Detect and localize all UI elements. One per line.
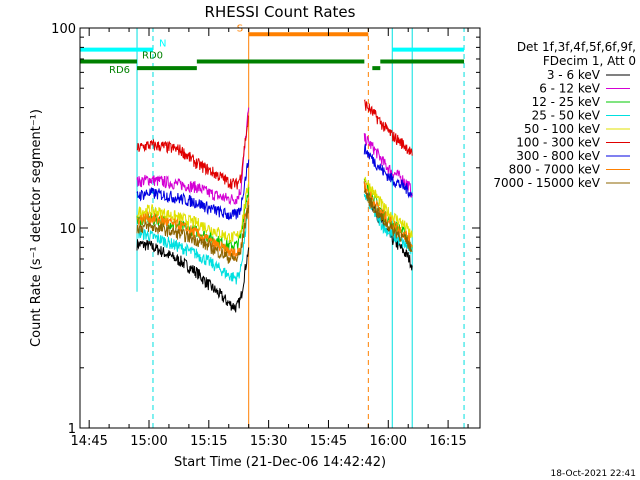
legend-label-7000-15000-kev: 7000 - 15000 keV xyxy=(493,176,600,190)
status-bar-label-rd6: RD6 xyxy=(109,65,130,76)
x-axis-label: Start Time (21-Dec-06 14:42:42) xyxy=(174,455,386,470)
series-line-300-800-kev xyxy=(136,143,413,221)
axes: 14:45 15:00 15:15 15:30 15:45 16:00 16:15 1 10 10… xyxy=(51,22,480,449)
series-line-50-100-kev xyxy=(136,176,413,244)
legend-label-6-12-kev: 6 - 12 keV xyxy=(539,82,601,96)
status-bar-label-n: N xyxy=(159,39,166,50)
x-tick-label: 16:00 xyxy=(370,434,407,449)
legend-title-line-2: FDecim 1, Att 0 xyxy=(543,54,636,68)
legend-label-25-50-kev: 25 - 50 keV xyxy=(532,109,601,123)
legend-title-line-1: Det 1f,3f,4f,5f,6f,9f, xyxy=(517,40,636,54)
series-line-7000-15000-kev xyxy=(136,188,413,264)
legend-label-3-6-kev: 3 - 6 keV xyxy=(547,68,601,82)
x-tick-label: 15:45 xyxy=(310,434,347,449)
x-tick-label: 16:15 xyxy=(429,434,466,449)
plot-area: N S RD0 RD6 xyxy=(79,23,465,428)
x-tick-label: 15:00 xyxy=(130,434,167,449)
y-tick-label: 1 xyxy=(68,422,76,437)
legend-label-800-7000-kev: 800 - 7000 keV xyxy=(509,163,601,177)
status-bar-label-s: S xyxy=(237,23,243,34)
legend-label-100-300-kev: 100 - 300 keV xyxy=(516,136,600,150)
status-bar-label-rd0: RD0 xyxy=(142,50,163,61)
legend: Det 1f,3f,4f,5f,6f,9f, FDecim 1, Att 0 3… xyxy=(493,40,636,190)
y-tick-label: 100 xyxy=(51,22,76,37)
x-tick-label: 15:15 xyxy=(190,434,227,449)
legend-label-12-25-kev: 12 - 25 keV xyxy=(532,95,601,109)
x-tick-label: 14:45 xyxy=(70,434,107,449)
chart-title: RHESSI Count Rates xyxy=(205,3,356,21)
y-axis-label: Count Rate (s⁻¹ detector segment⁻¹) xyxy=(29,109,44,347)
x-tick-label: 15:30 xyxy=(250,434,287,449)
series-line-100-300-kev xyxy=(136,98,413,190)
legend-label-50-100-kev: 50 - 100 keV xyxy=(524,122,601,136)
footer-date: 18-Oct-2021 22:41 xyxy=(551,469,636,479)
legend-label-300-800-kev: 300 - 800 keV xyxy=(516,149,600,163)
y-tick-label: 10 xyxy=(59,222,76,237)
